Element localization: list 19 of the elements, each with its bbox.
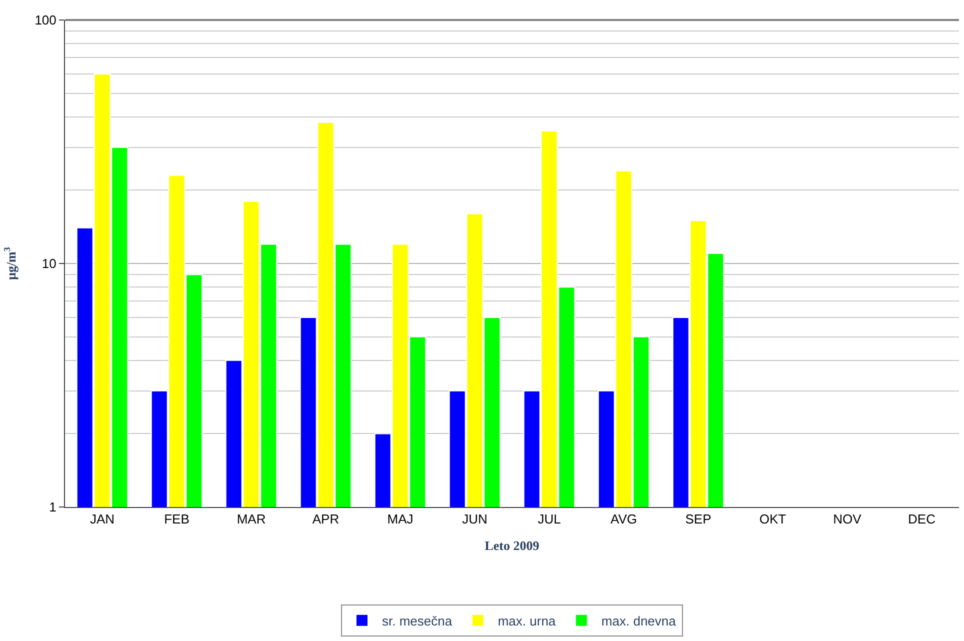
x-tick-label: DEC [908,512,936,527]
y-tick-label: 1 [49,500,56,515]
x-tick-label: MAJ [387,512,414,527]
x-tick-label: OKT [759,512,786,527]
x-tick-label: JUN [462,512,488,527]
x-tick-label: APR [312,512,340,527]
legend-label: sr. mesečna [382,613,453,628]
y-tick-label: 10 [42,256,56,272]
x-tick-label: MAR [236,512,266,527]
x-tick-label: JAN [90,512,115,527]
x-tick-label: AVG [610,512,637,527]
x-tick-label: JUL [538,512,561,527]
x-tick-label: FEB [164,512,190,527]
x-tick-label: SEP [685,512,712,527]
x-axis-title: Leto 2009 [484,538,540,554]
x-tick-label: NOV [833,512,862,527]
legend-label: max. urna [498,613,556,628]
y-tick-label: 100 [34,12,56,28]
legend-label: max. dnevna [601,613,677,628]
